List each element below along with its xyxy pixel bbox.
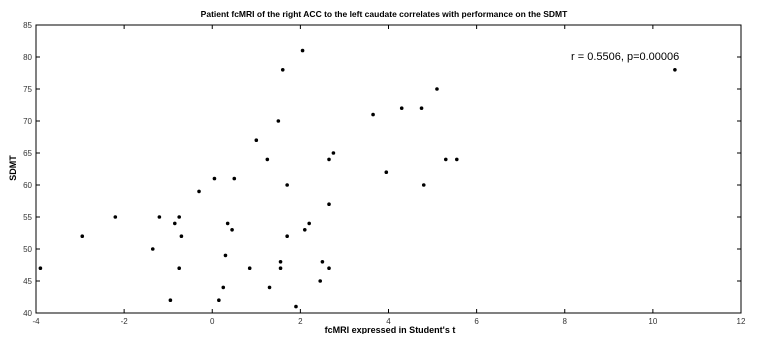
x-tick-label: -4 (32, 317, 40, 326)
data-point (278, 266, 283, 271)
data-point (217, 298, 221, 303)
data-point (384, 170, 389, 174)
x-tick-label: 4 (386, 317, 391, 326)
y-tick-label: 40 (23, 309, 32, 318)
y-tick-label: 45 (23, 277, 32, 286)
x-axis-label: fcMRI expressed in Student's t (325, 325, 456, 334)
data-point (150, 247, 155, 251)
data-point (443, 157, 448, 162)
data-point (300, 48, 305, 53)
data-point (327, 202, 331, 206)
x-tick-label: 10 (648, 317, 657, 326)
y-tick-label: 70 (23, 117, 32, 126)
data-point (673, 68, 677, 72)
y-tick-label: 60 (23, 181, 32, 190)
x-tick-label: 6 (474, 317, 479, 326)
data-point (419, 106, 424, 110)
data-point (113, 215, 118, 219)
data-point (318, 279, 323, 283)
x-tick-label: 8 (563, 317, 568, 326)
correlation-annotation: r = 0.5506, p=0.00006 (571, 51, 679, 63)
data-point (276, 119, 281, 123)
data-point (331, 151, 336, 155)
data-point (454, 157, 459, 162)
y-tick-label: 50 (23, 245, 32, 254)
y-tick-label: 65 (23, 149, 32, 158)
data-point (280, 68, 285, 72)
data-point (230, 228, 234, 232)
data-point (327, 157, 331, 162)
data-point (285, 234, 289, 238)
data-point (421, 183, 426, 187)
data-point (399, 106, 404, 110)
data-point (302, 228, 307, 232)
data-point (247, 266, 252, 271)
x-tick-label: 12 (737, 317, 746, 326)
data-point (38, 266, 43, 271)
data-point (265, 157, 270, 162)
data-point (168, 298, 173, 303)
axis-ticks: -4 -2 0 2 4 6 8 10 12 40 45 50 55 60 65 70 75 80 85 (23, 21, 746, 326)
y-axis-label: SDMT (8, 155, 18, 181)
y-tick-label: 75 (23, 85, 32, 94)
y-tick-label: 80 (23, 53, 32, 62)
data-point (177, 215, 182, 219)
data-point (197, 189, 201, 194)
data-point (80, 234, 85, 238)
y-tick-label: 55 (23, 213, 32, 222)
data-point (179, 234, 184, 238)
data-point (225, 221, 230, 226)
data-point (327, 266, 331, 271)
data-point (435, 87, 439, 91)
data-point (223, 253, 228, 258)
data-point (212, 176, 217, 181)
data-point (278, 260, 283, 264)
data-point (267, 285, 272, 290)
plot-area-frame (35, 24, 742, 314)
x-tick-label: 2 (298, 317, 303, 326)
chart-title: Patient fcMRI of the right ACC to the le… (201, 9, 568, 19)
data-point (221, 285, 226, 290)
data-point (232, 176, 237, 181)
data-point (320, 260, 325, 264)
data-point (307, 221, 311, 226)
x-tick-label: 0 (210, 317, 215, 326)
y-tick-label: 85 (23, 21, 32, 30)
data-point (294, 304, 298, 309)
data-point (172, 221, 177, 226)
data-points (38, 48, 677, 309)
data-point (254, 138, 259, 142)
data-point (157, 215, 162, 219)
data-point (371, 112, 375, 117)
x-tick-label: -2 (121, 317, 129, 326)
data-point (177, 266, 182, 271)
data-point (285, 183, 289, 187)
